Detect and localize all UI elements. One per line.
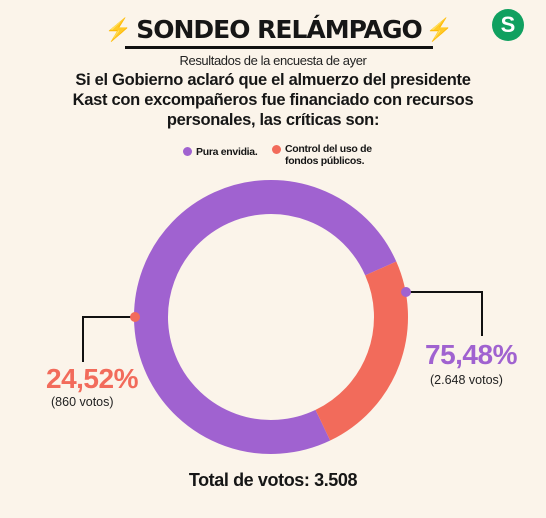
leader-dot-envidia (401, 287, 411, 297)
lightning-right-icon: ⚡ (425, 16, 454, 42)
lightning-left-icon: ⚡ (104, 16, 133, 42)
data-label-control-votes: (860 votos) (51, 395, 114, 409)
data-label-envidia-votes: (2.648 votos) (430, 373, 503, 387)
page-title: SONDEO RELÁMPAGO (136, 15, 423, 44)
legend-label: Control del uso de fondos públicos. (285, 143, 372, 167)
donut-slice-0 (134, 180, 397, 454)
legend-item-envidia: Pura envidia. (183, 146, 258, 158)
leader-line-envidia (406, 291, 483, 336)
leader-dot-control (130, 312, 140, 322)
legend-item-control: Control del uso de fondos públicos. (272, 143, 385, 167)
chart-question: Si el Gobierno aclaró que el almuerzo de… (72, 71, 474, 129)
brand-logo: S (492, 9, 524, 41)
title-banner: ⚡ SONDEO RELÁMPAGO ⚡ (105, 13, 453, 49)
data-label-control-pct: 24,52% (46, 363, 138, 394)
legend-swatch-coral (272, 145, 281, 154)
chart-subtitle: Resultados de la encuesta de ayer (179, 53, 367, 68)
data-label-envidia-pct: 75,48% (425, 339, 517, 370)
total-votes: Total de votos: 3.508 (188, 470, 358, 490)
legend-swatch-purple (183, 147, 192, 156)
legend-label: Pura envidia. (196, 146, 258, 158)
leader-line-control (82, 316, 135, 362)
donut-slice-1 (315, 261, 408, 441)
